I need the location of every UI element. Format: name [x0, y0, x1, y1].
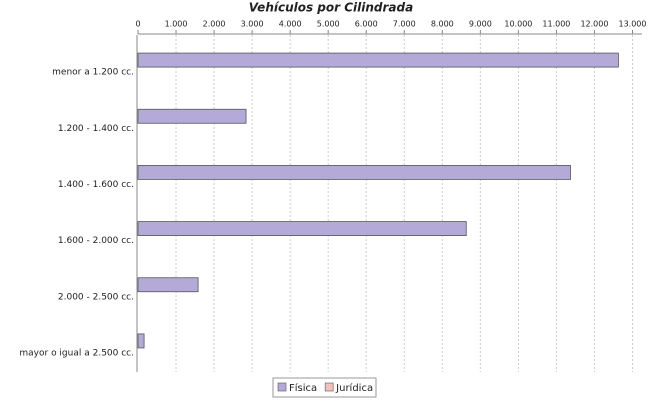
- x-tick-label: 8.000: [431, 20, 454, 29]
- y-tick-label: mayor o igual a 2.500 cc.: [19, 348, 134, 358]
- legend-label: Jurídica: [335, 382, 373, 394]
- x-tick-label: 11.000: [542, 20, 570, 29]
- y-tick-label: 1.600 - 2.000 cc.: [58, 236, 134, 246]
- legend-label: Física: [289, 382, 317, 394]
- x-tick-label: 13.000: [618, 20, 646, 29]
- x-tick-label: 1.000: [165, 20, 188, 29]
- x-tick-label: 9.000: [469, 20, 492, 29]
- bar: [137, 108, 247, 124]
- bar: [137, 277, 199, 293]
- bar: [137, 52, 619, 68]
- x-tick-label: 7.000: [393, 20, 416, 29]
- y-tick-label: menor a 1.200 cc.: [52, 68, 134, 78]
- y-tick-label: 1.200 - 1.400 cc.: [58, 124, 134, 134]
- bar: [137, 165, 571, 180]
- legend-swatch: [324, 382, 334, 392]
- x-tick-label: 0: [135, 20, 140, 29]
- legend-box: [272, 377, 377, 398]
- x-tick-label: 2.000: [203, 20, 226, 29]
- x-tick-label: 4.000: [279, 20, 302, 29]
- bar: [137, 221, 467, 236]
- x-tick-label: 12.000: [580, 20, 608, 29]
- x-tick-label: 6.000: [355, 20, 378, 29]
- x-tick-label: 10.000: [504, 20, 532, 29]
- x-tick-label: 5.000: [317, 20, 340, 29]
- x-tick-label: 3.000: [241, 20, 264, 29]
- y-tick-label: 1.400 - 1.600 cc.: [58, 180, 134, 190]
- legend-swatch: [277, 382, 287, 392]
- y-tick-label: 2.000 - 2.500 cc.: [58, 292, 134, 302]
- bar: [137, 333, 145, 349]
- chart-title: Vehículos por Cilindrada: [249, 1, 413, 15]
